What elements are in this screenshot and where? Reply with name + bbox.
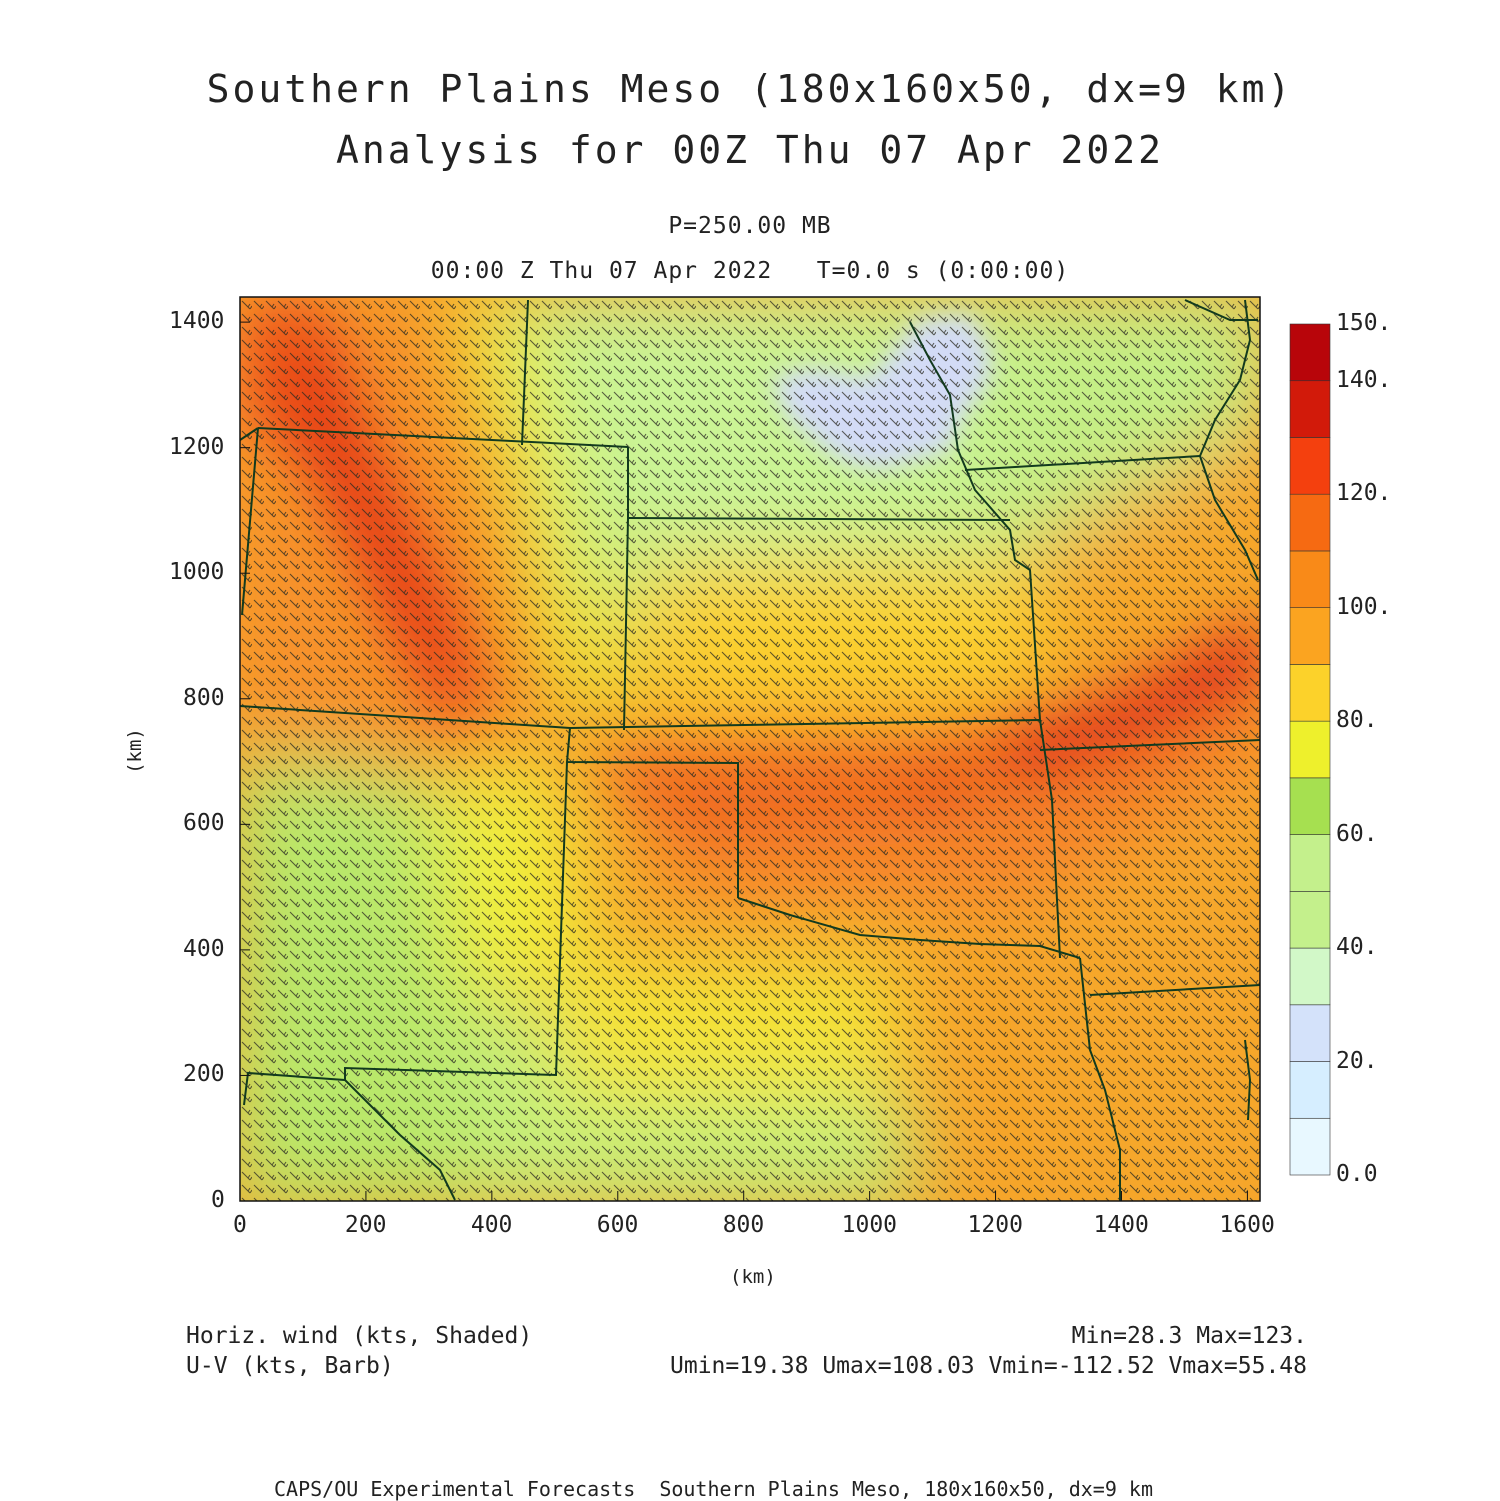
title-line-2: Analysis for 00Z Thu 07 Apr 2022 [335,128,1165,172]
x-tick-label: 1400 [1093,1212,1149,1238]
colorbar-swatch [1289,493,1331,552]
colorbar-label: 40. [1336,934,1378,961]
colorbar-swatch [1289,1004,1331,1062]
uv-range-readout: Umin=19.38 Umax=108.03 Vmin=-112.52 Vmax… [670,1353,1307,1379]
y-tick-label: 0 [211,1187,225,1213]
colorbar-label: 0.0 [1336,1161,1378,1187]
state-borders [240,299,1260,1201]
y-tick-label: 200 [183,1061,225,1088]
min-max-readout: Min=28.3 Max=123. [1071,1323,1307,1349]
x-tick-label: 1000 [841,1212,898,1238]
colorbar-label: 120. [1336,480,1392,507]
x-tick-label: 1600 [1219,1212,1275,1238]
colorbar-swatch [1289,777,1331,835]
y-tick-label: 1200 [169,433,225,460]
y-tick-label: 600 [183,810,225,837]
y-tick-label: 1400 [169,308,225,335]
colorbar-label: 60. [1336,820,1378,847]
colorbar-swatch [1289,947,1331,1006]
colorbar-label: 80. [1336,707,1378,734]
title-line-1: Southern Plains Meso (180x160x50, dx=9 k… [206,67,1294,111]
colorbar-label: 20. [1336,1047,1378,1074]
plot-frame [239,296,1261,1202]
colorbar-label: 100. [1336,593,1392,620]
colorbar-swatch [1289,834,1331,892]
x-axis-label: (km) [730,1266,776,1288]
colorbar-swatch [1289,550,1331,608]
colorbar-swatch [1289,1117,1331,1176]
y-tick-label: 800 [183,684,225,711]
colorbar-swatch [1289,607,1331,665]
colorbar [1289,323,1331,1176]
y-tick-label: 400 [183,935,225,962]
colorbar-swatch [1289,437,1331,495]
y-tick-label: 1000 [169,559,225,586]
x-tick-label: 200 [344,1212,387,1238]
y-axis-ticks [240,321,250,1202]
x-axis-ticks [239,1191,1248,1201]
field-label-shaded: Horiz. wind (kts, Shaded) [186,1323,533,1349]
y-axis-label: (km) [123,728,146,774]
colorbar-swatch [1289,323,1331,382]
x-tick-label: 800 [722,1212,765,1238]
colorbar-swatch [1289,720,1331,779]
colorbar-swatch [1289,664,1331,722]
colorbar-label: 140. [1336,366,1392,393]
colorbar-swatch [1289,380,1331,438]
pressure-level: P=250.00 MB [668,213,832,239]
wind-speed-shading [240,297,1260,1201]
x-tick-label: 0 [233,1212,247,1238]
colorbar-swatch [1289,1061,1331,1119]
x-tick-label: 400 [470,1212,513,1238]
x-tick-label: 1200 [967,1212,1023,1238]
colorbar-label: 150. [1336,310,1392,336]
x-tick-label: 600 [596,1212,639,1238]
field-label-barb: U-V (kts, Barb) [186,1353,394,1379]
valid-time: 00:00 Z Thu 07 Apr 2022 T=0.0 s (0:00:00… [430,258,1070,284]
credit-line: CAPS/OU Experimental Forecasts Southern … [274,1477,1153,1501]
colorbar-swatch [1289,891,1331,949]
